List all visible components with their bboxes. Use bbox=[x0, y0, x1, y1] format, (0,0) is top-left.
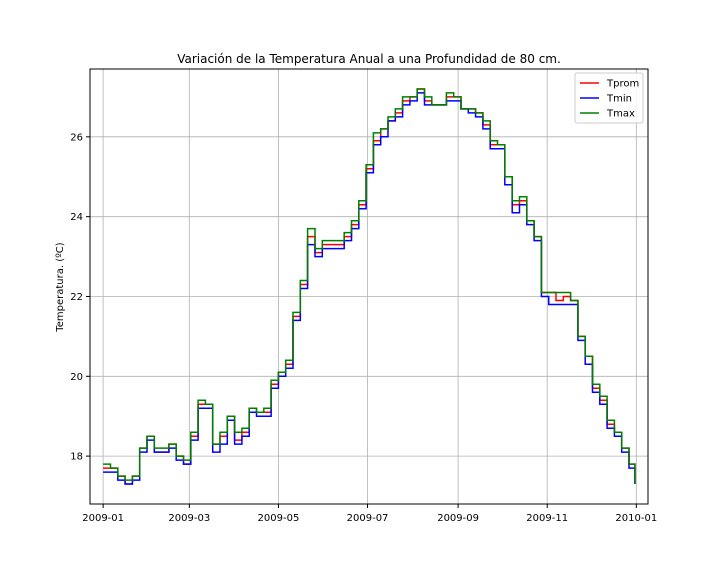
x-tick-label: 2009-07 bbox=[347, 513, 389, 524]
y-tick-label: 18 bbox=[70, 452, 83, 463]
series-line-tmax bbox=[103, 88, 636, 484]
x-tick-label: 2010-01 bbox=[615, 513, 657, 524]
x-tick-label: 2009-09 bbox=[437, 513, 479, 524]
legend-box bbox=[574, 72, 644, 124]
series-line-tmin bbox=[103, 92, 636, 485]
legend-items: Tprom Tmin Tmax bbox=[580, 79, 639, 120]
legend-label-tmax: Tmax bbox=[606, 109, 635, 120]
series-lines bbox=[103, 88, 636, 485]
y-axis-label: Temperatura. (ºC) bbox=[55, 242, 66, 332]
y-tick-label: 20 bbox=[70, 372, 83, 383]
legend-label-tmin: Tmin bbox=[606, 94, 632, 105]
plot-frame bbox=[89, 68, 649, 505]
x-tick-label: 2009-05 bbox=[258, 513, 300, 524]
legend: Tprom Tmin Tmax bbox=[574, 72, 644, 124]
y-axis: 18 20 22 24 26 bbox=[70, 132, 90, 463]
x-tick-label: 2009-11 bbox=[526, 513, 568, 524]
chart-title: Variación de la Temperatura Anual a una … bbox=[177, 52, 561, 66]
y-tick-label: 22 bbox=[70, 292, 83, 303]
x-tick-label: 2009-03 bbox=[168, 513, 210, 524]
x-tick-label: 2009-01 bbox=[82, 513, 124, 524]
x-axis: 2009-01 2009-03 2009-05 2009-07 2009-09 2009-… bbox=[82, 504, 657, 524]
legend-label-tprom: Tprom bbox=[606, 79, 639, 90]
y-tick-label: 24 bbox=[70, 212, 83, 223]
y-tick-label: 26 bbox=[70, 132, 83, 143]
